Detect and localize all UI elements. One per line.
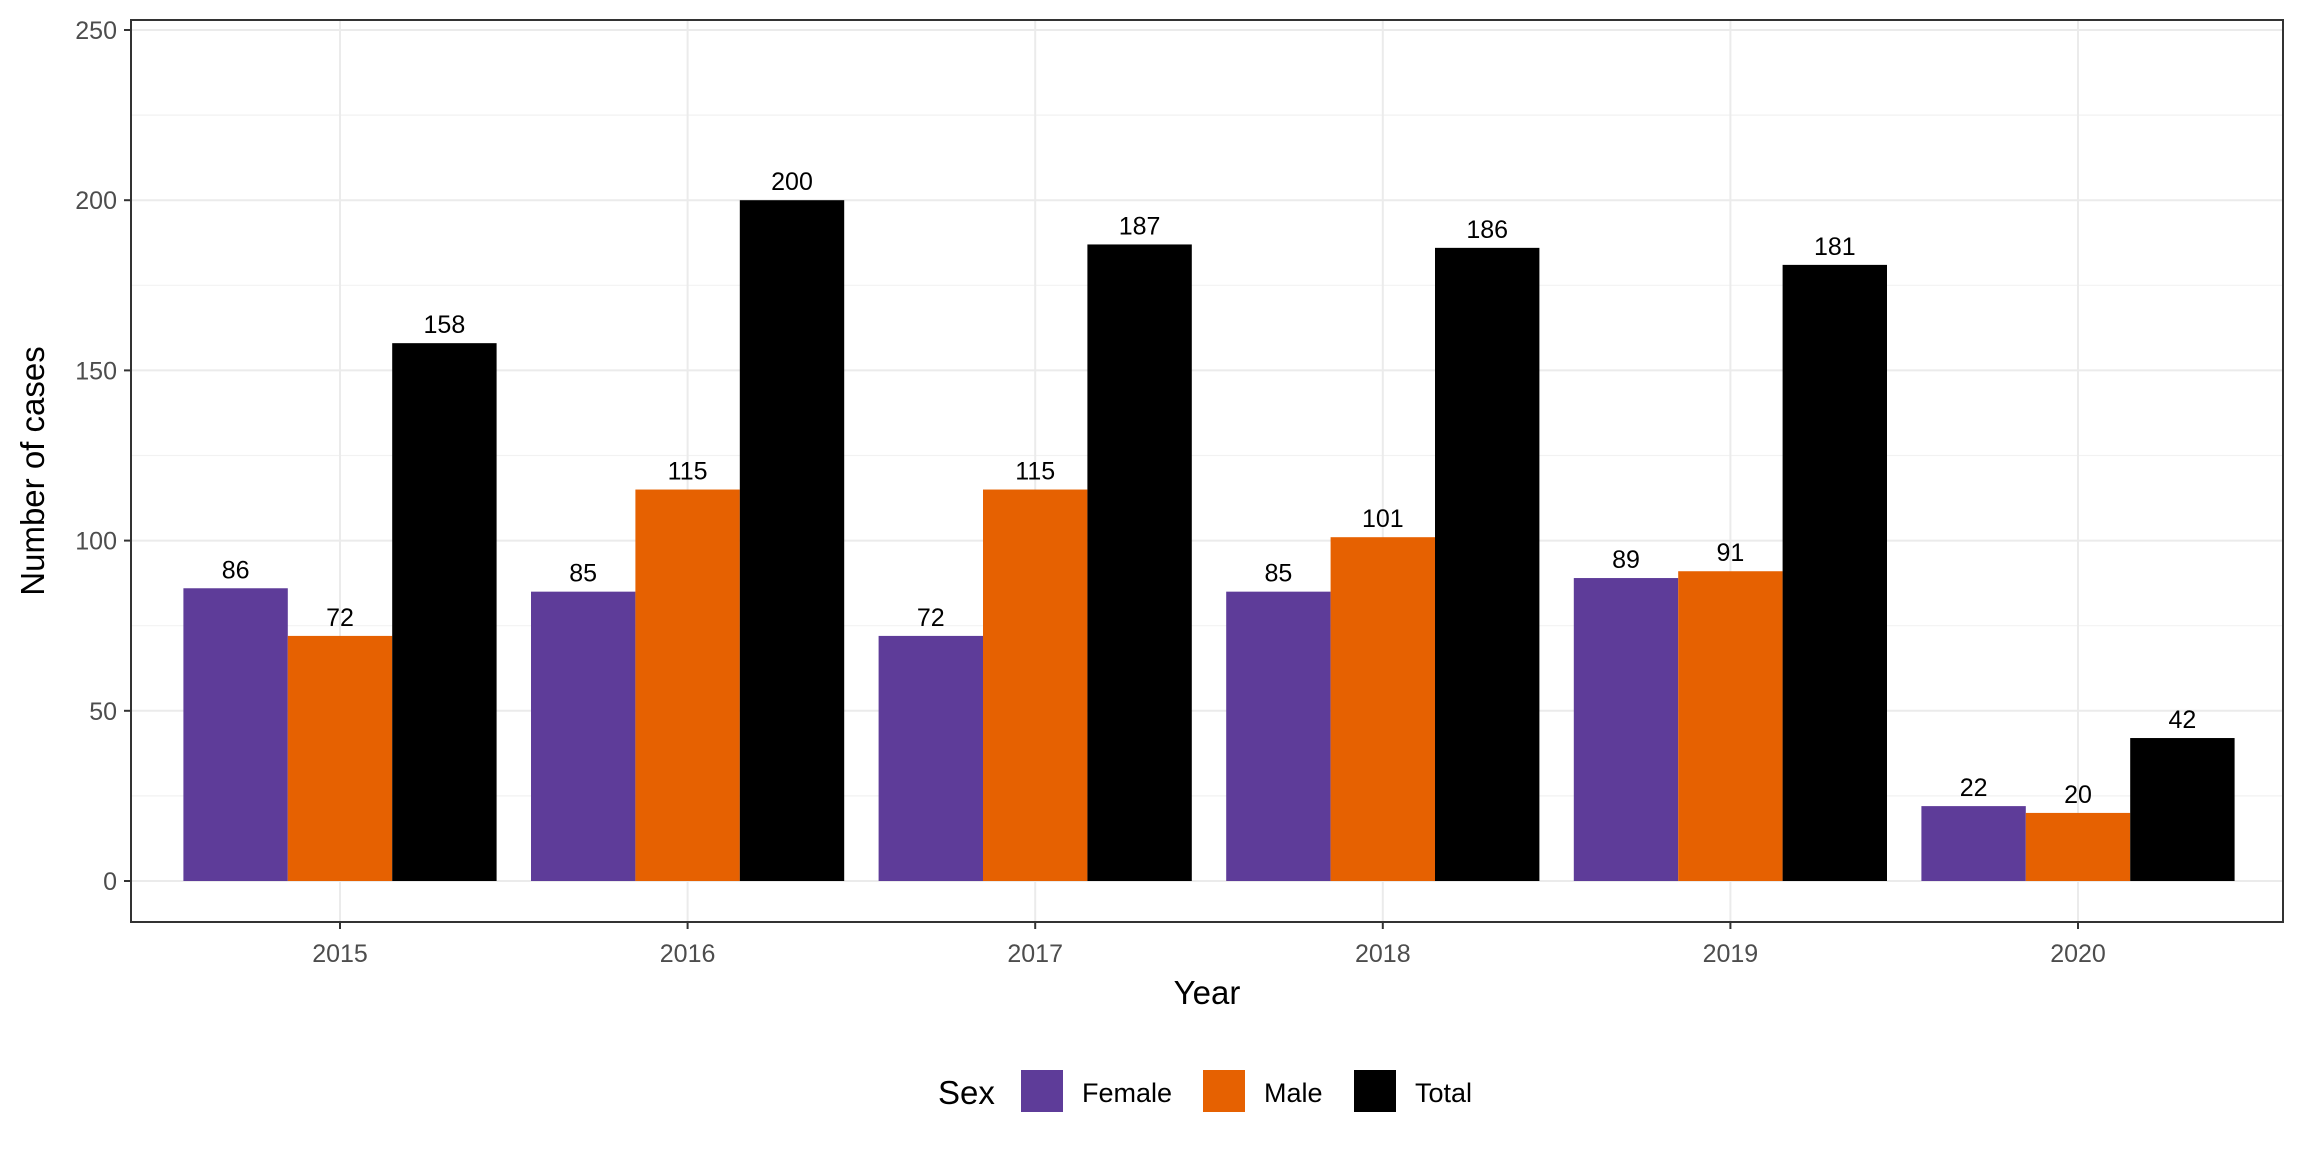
bar-total-2018	[1435, 247, 1540, 881]
data-label-male-2020: 20	[2064, 781, 2092, 809]
bar-total-2019	[1782, 264, 1887, 882]
y-tick-label: 250	[75, 17, 117, 45]
bar-female-2015	[183, 588, 288, 881]
legend-key-male	[1203, 1070, 1245, 1112]
bar-female-2017	[878, 635, 983, 881]
x-tick-label: 2015	[312, 940, 368, 968]
y-tick-label: 50	[89, 698, 117, 726]
legend-label-male: Male	[1264, 1078, 1323, 1108]
bar-male-2017	[983, 489, 1088, 881]
bar-male-2015	[287, 635, 393, 881]
x-axis-title: Year	[1174, 974, 1241, 1011]
data-label-female-2019: 89	[1612, 546, 1640, 574]
legend-items: Female Male Total	[1021, 1070, 1472, 1112]
x-tick-label: 2019	[1703, 940, 1759, 968]
x-tick-label: 2017	[1007, 940, 1063, 968]
legend-label-total: Total	[1415, 1078, 1472, 1108]
x-tick-label: 2016	[660, 940, 716, 968]
y-tick-label: 150	[75, 357, 117, 385]
data-label-layer: 86 72 158 85 115 200 72 115 187 85 101 186 89 91 181 22…	[222, 168, 2197, 809]
bar-female-2020	[1921, 806, 2026, 881]
data-label-total-2016: 200	[771, 168, 813, 196]
bar-female-2016	[531, 591, 636, 881]
data-label-male-2017: 115	[1015, 458, 1055, 486]
bar-female-2019	[1573, 578, 1679, 881]
data-label-male-2016: 115	[668, 458, 708, 486]
data-label-total-2018: 186	[1466, 216, 1508, 244]
y-tick-label: 200	[75, 187, 117, 215]
legend-title: Sex	[938, 1074, 995, 1111]
legend-label-female: Female	[1082, 1078, 1172, 1108]
data-label-female-2018: 85	[1264, 560, 1292, 588]
legend-key-female	[1021, 1070, 1063, 1112]
bar-layer	[183, 200, 2235, 882]
data-label-total-2015: 158	[424, 311, 466, 339]
legend-key-total	[1354, 1070, 1396, 1112]
data-label-male-2019: 91	[1716, 539, 1744, 567]
y-tick-label: 0	[103, 868, 117, 896]
data-label-male-2018: 101	[1362, 505, 1404, 533]
legend: Sex Female Male Total	[938, 1070, 1472, 1112]
bar-male-2019	[1678, 571, 1783, 881]
data-label-male-2015: 72	[326, 604, 354, 632]
bar-total-2017	[1087, 244, 1192, 881]
data-label-total-2020: 42	[2168, 706, 2196, 734]
x-tick-label: 2018	[1355, 940, 1411, 968]
data-label-total-2019: 181	[1814, 233, 1856, 261]
bar-male-2018	[1330, 537, 1435, 881]
data-label-female-2015: 86	[222, 556, 250, 584]
y-axis-title: Number of cases	[14, 346, 51, 595]
bar-total-2016	[739, 200, 845, 881]
bar-female-2018	[1226, 591, 1331, 881]
plot-panel-border	[130, 19, 2284, 923]
data-label-female-2017: 72	[917, 604, 945, 632]
data-label-total-2017: 187	[1119, 212, 1161, 240]
data-label-female-2020: 22	[1960, 774, 1988, 802]
bar-total-2015	[392, 343, 497, 882]
axis-layer: 0 50 100 150 200 250 2015 2016 2017 2018 2019 2020	[75, 17, 2106, 968]
bar-male-2016	[635, 489, 740, 881]
x-tick-label: 2020	[2050, 940, 2106, 968]
y-tick-label: 100	[75, 528, 117, 556]
bar-total-2020	[2130, 738, 2235, 881]
data-label-female-2016: 85	[569, 560, 597, 588]
bar-male-2020	[2025, 812, 2131, 881]
